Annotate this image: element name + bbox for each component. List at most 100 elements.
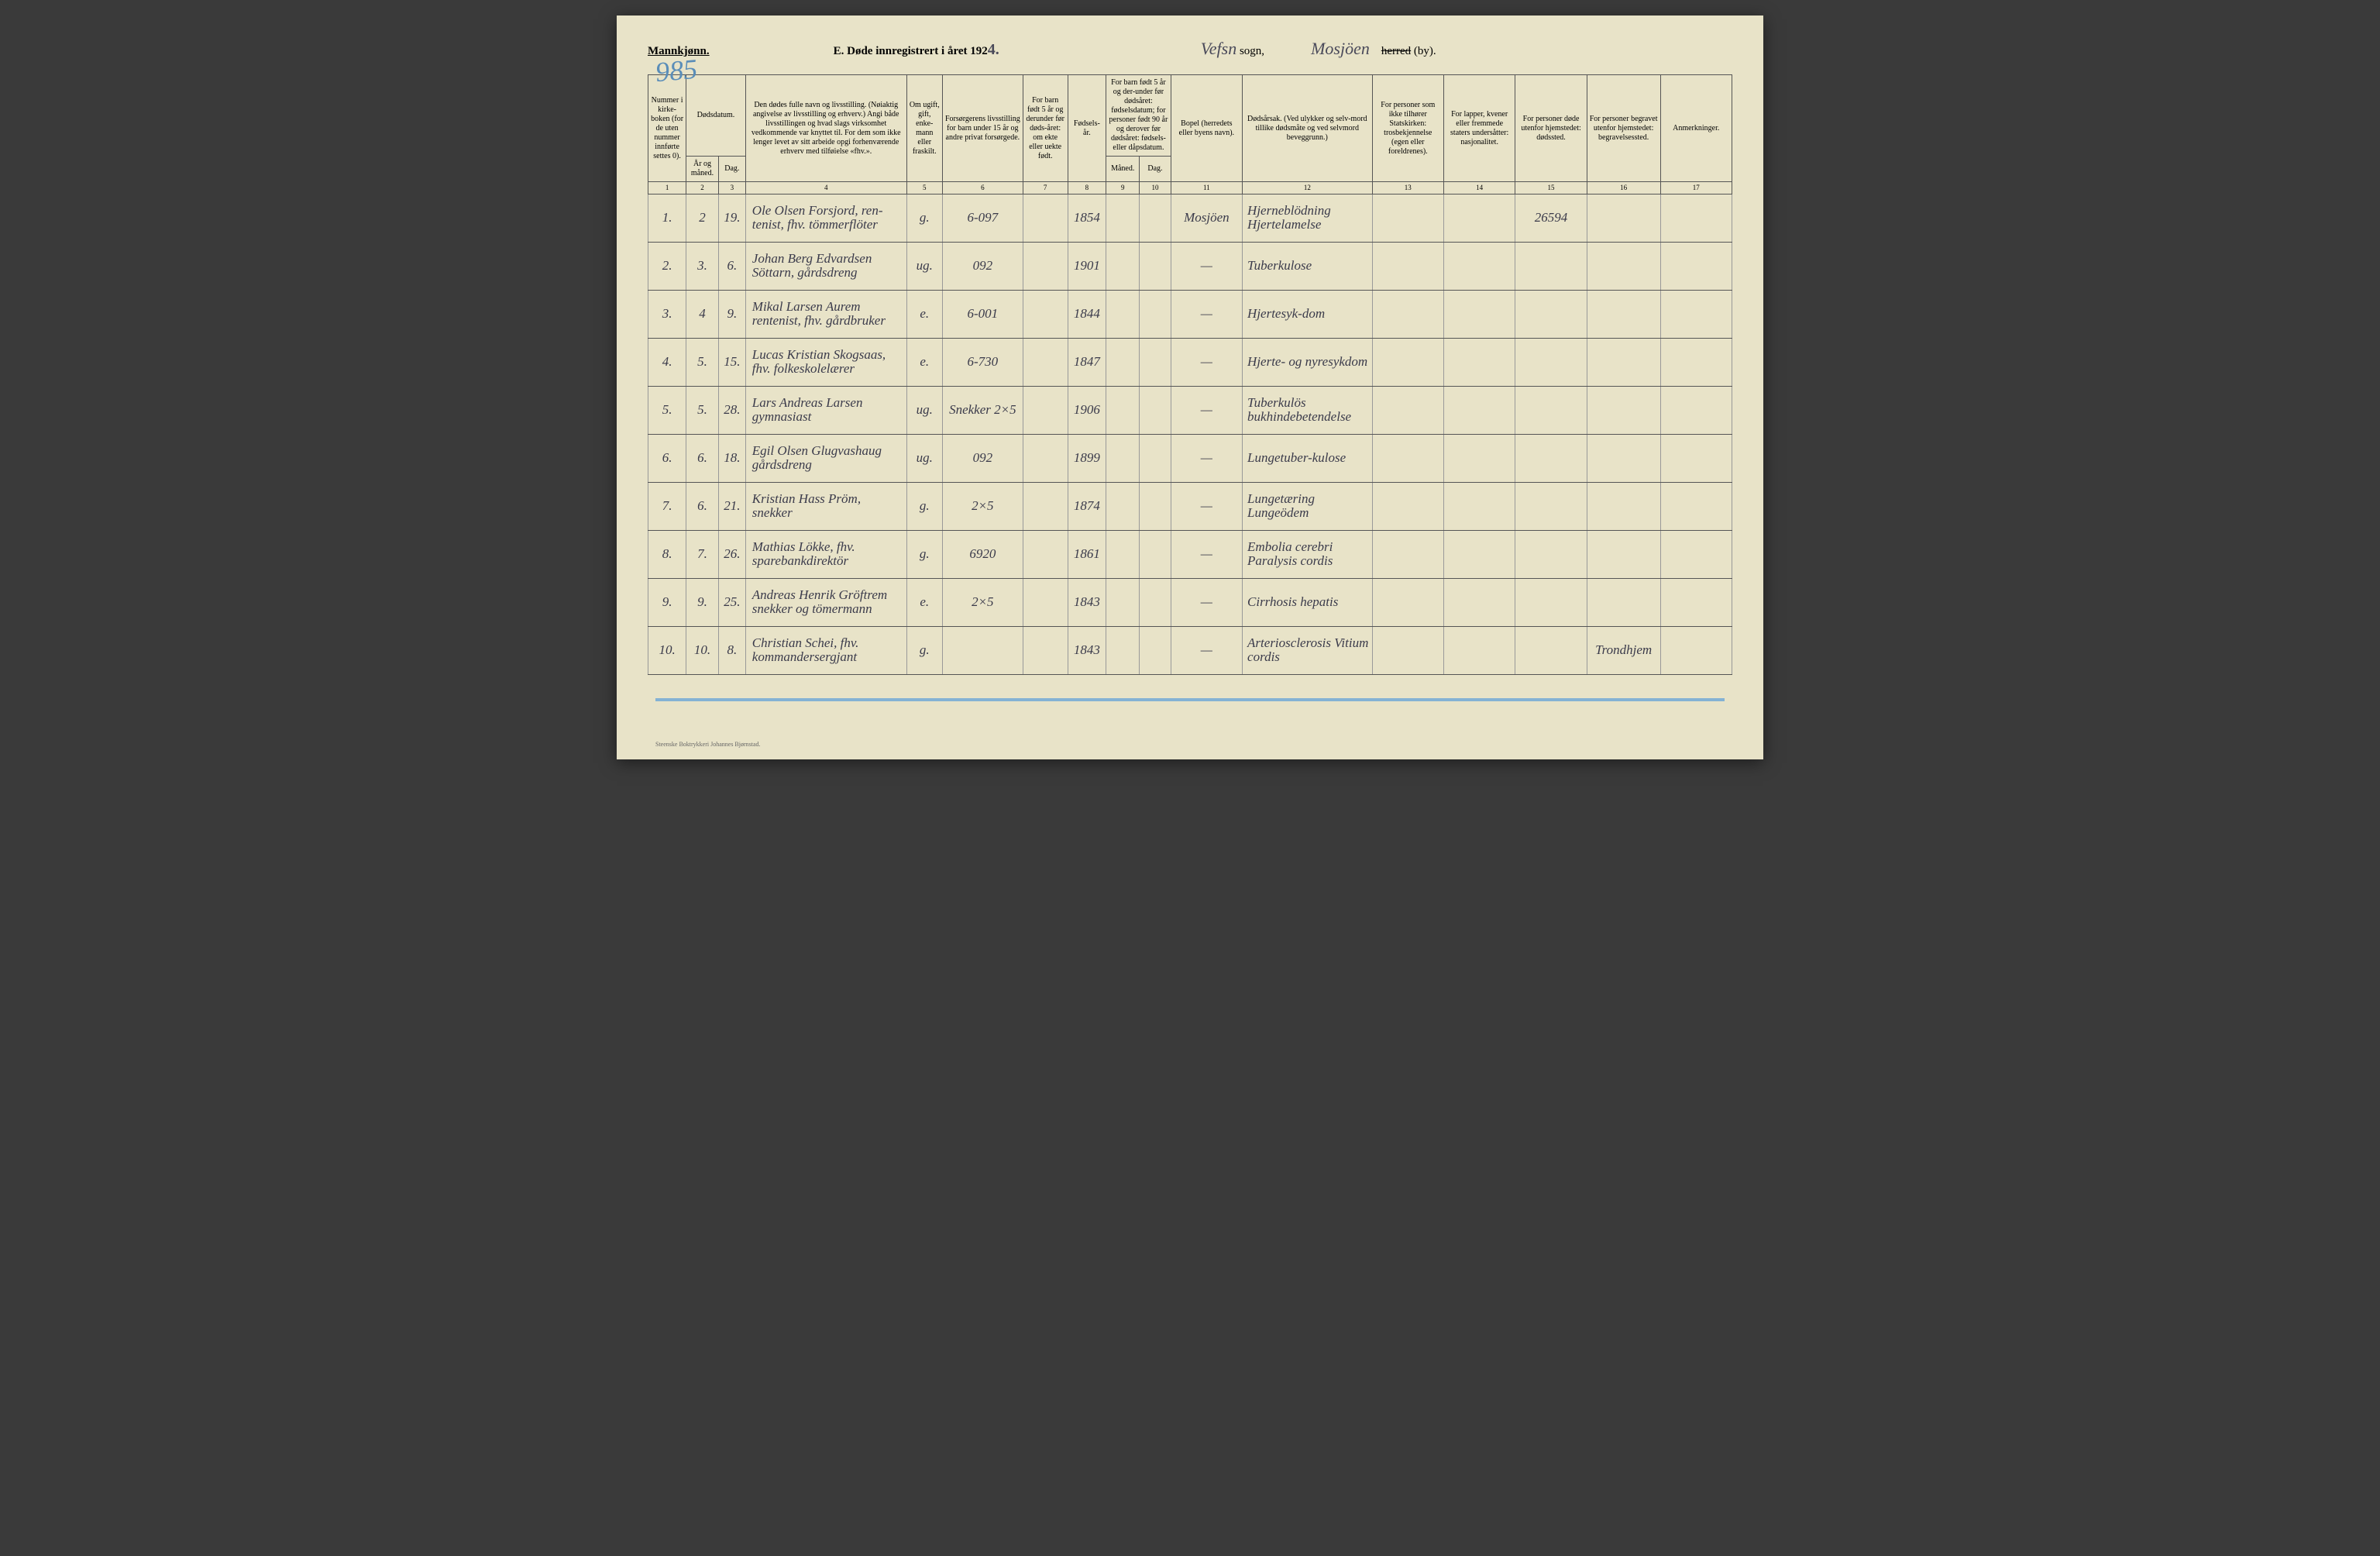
col-header-4: Den dødes fulle navn og livsstilling. (N… [745, 75, 906, 182]
cell-c7 [1023, 338, 1068, 386]
col-header-11: Bopel (herredets eller byens navn). [1171, 75, 1242, 182]
cell-c16 [1587, 434, 1660, 482]
cell-c15: 26594 [1515, 194, 1587, 242]
cell-c16 [1587, 338, 1660, 386]
cell-m9 [1106, 626, 1140, 674]
cell-ms: g. [906, 626, 942, 674]
col-header-9b: Dag. [1140, 157, 1171, 182]
cell-bopel: — [1171, 242, 1242, 290]
cell-c7 [1023, 386, 1068, 434]
cell-c7 [1023, 578, 1068, 626]
col-header-13: For personer som ikke tilhører Statskirk… [1372, 75, 1443, 182]
cell-c14 [1443, 386, 1515, 434]
cell-c16 [1587, 194, 1660, 242]
sogn-label: sogn, [1240, 45, 1264, 57]
cell-c15 [1515, 530, 1587, 578]
cell-name: Christian Schei, fhv. kommandersergjant [745, 626, 906, 674]
cell-n: 3. [648, 290, 686, 338]
cell-c16 [1587, 386, 1660, 434]
cell-c13 [1372, 530, 1443, 578]
cell-d: 26. [718, 530, 745, 578]
cell-mo: 10. [686, 626, 719, 674]
cell-c17 [1660, 578, 1732, 626]
col-header-5: Om ugift, gift, enke-mann eller fraskilt… [906, 75, 942, 182]
cell-mo: 7. [686, 530, 719, 578]
cell-n: 8. [648, 530, 686, 578]
cell-name: Kristian Hass Pröm, snekker [745, 482, 906, 530]
by-name: Mosjöen [1311, 39, 1370, 58]
cell-c7 [1023, 290, 1068, 338]
cell-d: 9. [718, 290, 745, 338]
cell-mo: 6. [686, 482, 719, 530]
col-num: 11 [1171, 182, 1242, 194]
death-register-table: Nummer i kirke-boken (for de uten nummer… [648, 74, 1732, 675]
cell-ms: e. [906, 290, 942, 338]
cell-d: 6. [718, 242, 745, 290]
table-row: 6.6.18.Egil Olsen Glugvashaug gårdsdreng… [648, 434, 1732, 482]
cell-m9 [1106, 482, 1140, 530]
cell-n: 5. [648, 386, 686, 434]
col-num: 8 [1068, 182, 1106, 194]
cell-d: 28. [718, 386, 745, 434]
cell-m9 [1106, 578, 1140, 626]
col-header-8: Fødsels-år. [1068, 75, 1106, 182]
cell-cause: Hjertesyk-dom [1243, 290, 1373, 338]
col-header-16: For personer begravet utenfor hjemstedet… [1587, 75, 1660, 182]
cell-cause: Embolia cerebri Paralysis cordis [1243, 530, 1373, 578]
cell-fy: 1854 [1068, 194, 1106, 242]
cell-d10 [1140, 578, 1171, 626]
cell-d10 [1140, 626, 1171, 674]
cell-d10 [1140, 386, 1171, 434]
cell-cause: Cirrhosis hepatis [1243, 578, 1373, 626]
col-header-9a: Måned. [1106, 157, 1140, 182]
col-num: 1 [648, 182, 686, 194]
table-row: 10.10.8.Christian Schei, fhv. kommanders… [648, 626, 1732, 674]
cell-ms: ug. [906, 386, 942, 434]
col-num: 7 [1023, 182, 1068, 194]
cell-c14 [1443, 338, 1515, 386]
cell-bopel: — [1171, 338, 1242, 386]
col-header-2a: År og måned. [686, 157, 719, 182]
cell-c7 [1023, 242, 1068, 290]
cell-name: Ole Olsen Forsjord, ren-tenist, fhv. töm… [745, 194, 906, 242]
cell-d10 [1140, 434, 1171, 482]
cell-cause: Tuberkulose [1243, 242, 1373, 290]
cell-fors: 6-730 [942, 338, 1023, 386]
cell-cause: Lungetuber-kulose [1243, 434, 1373, 482]
cell-c7 [1023, 194, 1068, 242]
cell-fy: 1874 [1068, 482, 1106, 530]
cell-c13 [1372, 482, 1443, 530]
col-header-12: Dødsårsak. (Ved ulykker og selv-mord til… [1243, 75, 1373, 182]
col-num: 9 [1106, 182, 1140, 194]
col-header-1: Nummer i kirke-boken (for de uten nummer… [648, 75, 686, 182]
cell-mo: 4 [686, 290, 719, 338]
cell-c15 [1515, 578, 1587, 626]
cell-c17 [1660, 338, 1732, 386]
col-num: 12 [1243, 182, 1373, 194]
cell-c14 [1443, 530, 1515, 578]
cell-m9 [1106, 338, 1140, 386]
cell-bopel: — [1171, 530, 1242, 578]
cell-d: 8. [718, 626, 745, 674]
cell-bopel: — [1171, 290, 1242, 338]
cell-name: Egil Olsen Glugvashaug gårdsdreng [745, 434, 906, 482]
cell-d10 [1140, 338, 1171, 386]
cell-ms: g. [906, 530, 942, 578]
cell-fy: 1899 [1068, 434, 1106, 482]
cell-fy: 1847 [1068, 338, 1106, 386]
cell-ms: ug. [906, 434, 942, 482]
cell-bopel: — [1171, 578, 1242, 626]
cell-d10 [1140, 290, 1171, 338]
cell-c15 [1515, 242, 1587, 290]
cell-m9 [1106, 434, 1140, 482]
cell-d: 18. [718, 434, 745, 482]
blue-crossout-line [655, 698, 1725, 701]
cell-fors: 6-001 [942, 290, 1023, 338]
cell-bopel: Mosjöen [1171, 194, 1242, 242]
cell-c17 [1660, 194, 1732, 242]
cell-c13 [1372, 338, 1443, 386]
col-header-15: For personer døde utenfor hjemstedet: dø… [1515, 75, 1587, 182]
cell-fors: 6-097 [942, 194, 1023, 242]
column-number-row: 1 2 3 4 5 6 7 8 9 10 11 12 13 14 15 16 1… [648, 182, 1732, 194]
sogn-section: Vefsn sogn, [1201, 39, 1264, 59]
